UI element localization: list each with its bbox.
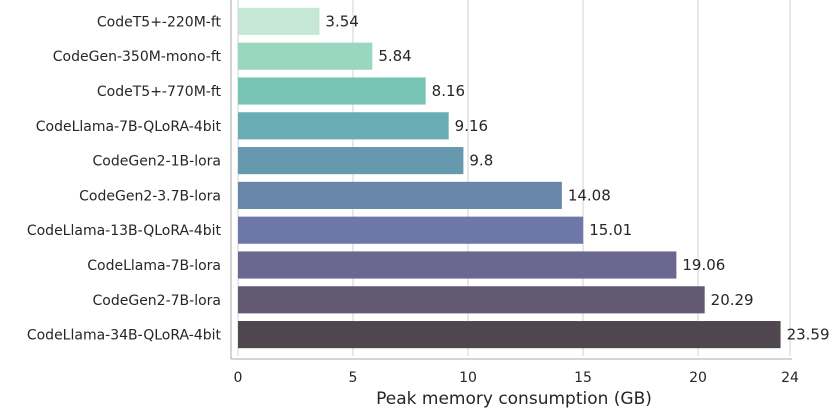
bar: [238, 286, 705, 314]
x-tick-label: 20: [689, 370, 707, 386]
category-label: CodeGen2-7B-lora: [93, 293, 222, 309]
bar: [238, 321, 781, 349]
value-label: 9.8: [469, 152, 493, 170]
bar: [238, 181, 562, 209]
bar: [238, 147, 464, 175]
category-label: CodeT5+-770M-ft: [97, 84, 222, 100]
category-label: CodeLlama-7B-lora: [87, 258, 221, 274]
bar: [238, 216, 584, 244]
value-label: 14.08: [568, 186, 611, 204]
bar: [238, 7, 320, 35]
value-label: 19.06: [682, 256, 725, 274]
category-label: CodeLlama-34B-QLoRA-4bit: [27, 328, 222, 344]
axes: [230, 0, 792, 360]
category-label: CodeGen-350M-mono-ft: [53, 49, 222, 65]
x-tick-label: 0: [234, 370, 243, 386]
category-label: CodeLlama-13B-QLoRA-4bit: [27, 223, 222, 239]
bars: [238, 7, 781, 349]
category-label: CodeGen2-3.7B-lora: [79, 188, 221, 204]
category-label: CodeGen2-1B-lora: [93, 154, 222, 170]
x-tick-label: 5: [349, 370, 358, 386]
value-label: 3.54: [325, 12, 358, 30]
category-label: CodeLlama-7B-QLoRA-4bit: [36, 119, 222, 135]
x-tick-label: 15: [574, 370, 592, 386]
value-label: 8.16: [432, 82, 465, 100]
bar: [238, 112, 449, 140]
labels: 0 5 10 15 20 24 CodeT5+-220M-ft 3.54 CodeGen-350…: [27, 12, 830, 386]
bar: [238, 77, 426, 105]
value-label: 5.84: [378, 47, 411, 65]
x-tick-label: 24: [781, 370, 799, 386]
value-label: 23.59: [787, 326, 830, 344]
bar: [238, 251, 677, 279]
x-tick-label: 10: [459, 370, 477, 386]
category-label: CodeT5+-220M-ft: [97, 14, 222, 30]
value-label: 9.16: [455, 117, 488, 135]
bar: [238, 42, 373, 70]
x-axis-title: Peak memory consumption (GB): [376, 389, 652, 409]
value-label: 20.29: [711, 291, 754, 309]
value-label: 15.01: [589, 221, 632, 239]
